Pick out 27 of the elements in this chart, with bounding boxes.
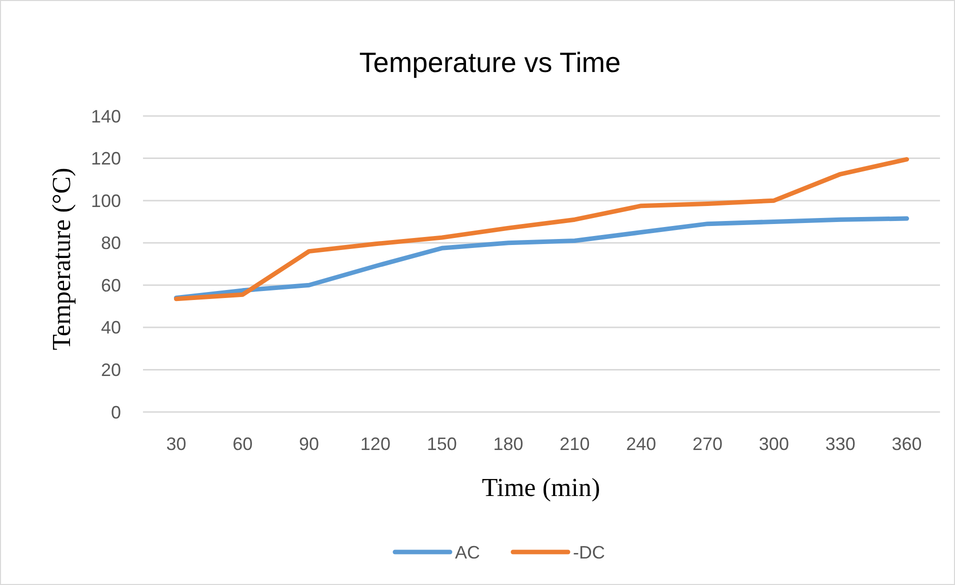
x-tick-label: 210	[560, 434, 590, 454]
legend-label: AC	[455, 542, 480, 562]
x-tick-label: 90	[299, 434, 320, 454]
y-axis-title: Temperature (°C)	[47, 168, 76, 350]
y-tick-label: 140	[90, 106, 121, 126]
x-tick-label: 240	[626, 434, 656, 454]
x-tick-label: 270	[692, 434, 723, 454]
y-tick-label: 100	[90, 190, 121, 211]
x-tick-label: 180	[493, 434, 524, 454]
x-axis-title: Time (min)	[482, 473, 600, 502]
y-tick-label: 40	[100, 318, 121, 338]
line-series	[174, 216, 910, 300]
x-tick-label: 330	[825, 434, 856, 454]
x-tick-label: 150	[426, 434, 457, 454]
y-tick-label: 0	[110, 402, 121, 422]
x-tick-label: 120	[360, 434, 390, 454]
legend-label: -DC	[573, 542, 605, 562]
x-tick-label: 360	[892, 434, 922, 454]
line-series	[174, 157, 910, 302]
y-tick-label: 80	[100, 233, 121, 254]
y-tick-label: 60	[100, 275, 121, 296]
x-tick-label: 300	[758, 434, 789, 454]
x-tick-label: 30	[166, 434, 186, 454]
chart-title: Temperature vs Time	[359, 47, 621, 78]
y-tick-label: 20	[100, 360, 121, 380]
y-tick-label: 120	[90, 148, 121, 169]
x-tick-label: 60	[232, 434, 253, 454]
